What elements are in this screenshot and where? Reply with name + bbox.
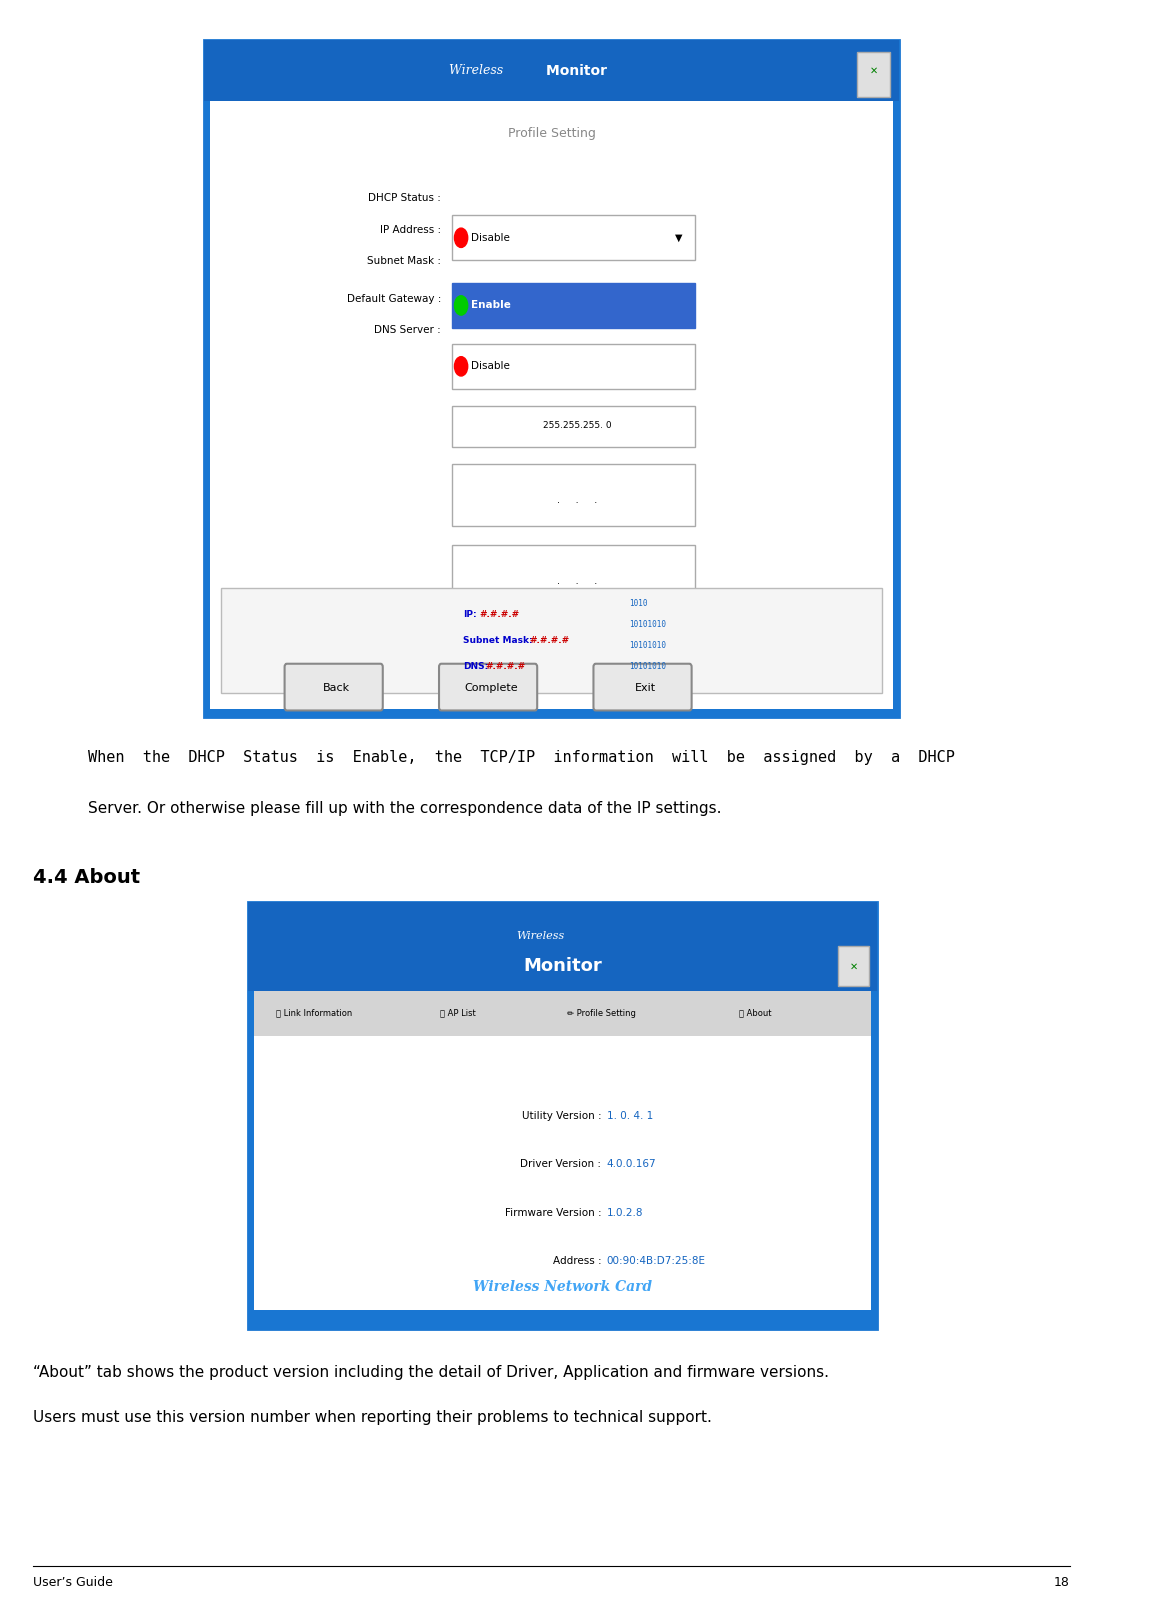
Circle shape (454, 356, 468, 375)
FancyBboxPatch shape (204, 40, 899, 717)
FancyBboxPatch shape (838, 946, 869, 986)
Text: 🔗 Link Information: 🔗 Link Information (276, 1008, 353, 1018)
Text: DHCP Status :: DHCP Status : (368, 193, 442, 203)
Text: DNS Server :: DNS Server : (375, 325, 442, 335)
Text: 📋 AP List: 📋 AP List (440, 1008, 476, 1018)
Text: IP:: IP: (463, 609, 477, 619)
FancyBboxPatch shape (248, 1310, 877, 1329)
Text: Enable: Enable (472, 300, 511, 311)
Text: 4.4 About: 4.4 About (33, 868, 140, 888)
FancyBboxPatch shape (221, 588, 882, 693)
Text: 00:90:4B:D7:25:8E: 00:90:4B:D7:25:8E (607, 1257, 706, 1266)
FancyBboxPatch shape (254, 1036, 872, 1321)
Text: 255.255.255. 0: 255.255.255. 0 (543, 420, 611, 430)
FancyBboxPatch shape (452, 406, 695, 446)
Text: 1.0.2.8: 1.0.2.8 (607, 1208, 643, 1218)
Text: 4.0.0.167: 4.0.0.167 (607, 1160, 657, 1170)
Text: 10101010: 10101010 (629, 620, 666, 628)
FancyBboxPatch shape (452, 464, 695, 525)
FancyBboxPatch shape (593, 664, 691, 710)
Text: #.#.#.#: #.#.#.# (485, 662, 526, 672)
Text: 1. 0. 4. 1: 1. 0. 4. 1 (607, 1110, 653, 1121)
Text: Subnet Mask:: Subnet Mask: (463, 636, 532, 644)
FancyBboxPatch shape (439, 664, 537, 710)
Text: When  the  DHCP  Status  is  Enable,  the  TCP/IP  information  will  be  assign: When the DHCP Status is Enable, the TCP/… (89, 749, 956, 765)
Text: 1010: 1010 (629, 599, 647, 607)
Text: #.#.#.#: #.#.#.# (480, 609, 520, 619)
Text: Firmware Version :: Firmware Version : (505, 1208, 601, 1218)
Text: Server. Or otherwise please fill up with the correspondence data of the IP setti: Server. Or otherwise please fill up with… (89, 801, 722, 817)
FancyBboxPatch shape (452, 284, 695, 329)
Text: 10101010: 10101010 (629, 641, 666, 649)
FancyBboxPatch shape (248, 902, 877, 991)
FancyBboxPatch shape (209, 101, 894, 709)
Text: “About” tab shows the product version including the detail of Driver, Applicatio: “About” tab shows the product version in… (33, 1365, 829, 1381)
Text: Driver Version :: Driver Version : (520, 1160, 601, 1170)
FancyBboxPatch shape (284, 664, 383, 710)
Text: Disable: Disable (472, 232, 509, 243)
Text: Back: Back (323, 683, 350, 693)
Text: Subnet Mask :: Subnet Mask : (367, 256, 442, 266)
Text: Monitor: Monitor (507, 64, 607, 77)
Text: ✕: ✕ (869, 66, 877, 76)
Text: Wireless: Wireless (516, 931, 565, 941)
Text: Address :: Address : (552, 1257, 601, 1266)
Text: Profile Setting: Profile Setting (507, 127, 596, 140)
FancyBboxPatch shape (248, 902, 877, 1329)
Text: IP Address :: IP Address : (381, 226, 442, 235)
Text: ✏ Profile Setting: ✏ Profile Setting (567, 1008, 636, 1018)
Text: User’s Guide: User’s Guide (33, 1576, 113, 1588)
FancyBboxPatch shape (254, 991, 872, 1036)
Text: Users must use this version number when reporting their problems to technical su: Users must use this version number when … (33, 1410, 712, 1426)
Text: Monitor: Monitor (523, 957, 601, 975)
Text: Complete: Complete (465, 683, 518, 693)
Text: #.#.#.#: #.#.#.# (529, 636, 569, 644)
Text: .     .     .: . . . (557, 575, 597, 586)
Text: Utility Version :: Utility Version : (522, 1110, 601, 1121)
Text: 18: 18 (1055, 1576, 1070, 1588)
Circle shape (454, 229, 468, 248)
Text: DNS:: DNS: (463, 662, 489, 672)
Text: Wireless: Wireless (450, 64, 507, 77)
FancyBboxPatch shape (452, 343, 695, 388)
Circle shape (454, 296, 468, 316)
FancyBboxPatch shape (204, 40, 899, 101)
Text: 10101010: 10101010 (629, 662, 666, 672)
Text: .     .     .: . . . (557, 495, 597, 504)
Text: Wireless Network Card: Wireless Network Card (473, 1279, 652, 1294)
Text: ✕: ✕ (850, 962, 858, 971)
Text: Default Gateway :: Default Gateway : (347, 293, 442, 304)
Text: Exit: Exit (635, 683, 656, 693)
Text: Disable: Disable (472, 361, 509, 372)
Text: ▼: ▼ (675, 232, 682, 243)
FancyBboxPatch shape (452, 546, 695, 607)
FancyBboxPatch shape (452, 216, 695, 261)
FancyBboxPatch shape (857, 52, 890, 97)
Text: ❓ About: ❓ About (739, 1008, 772, 1018)
